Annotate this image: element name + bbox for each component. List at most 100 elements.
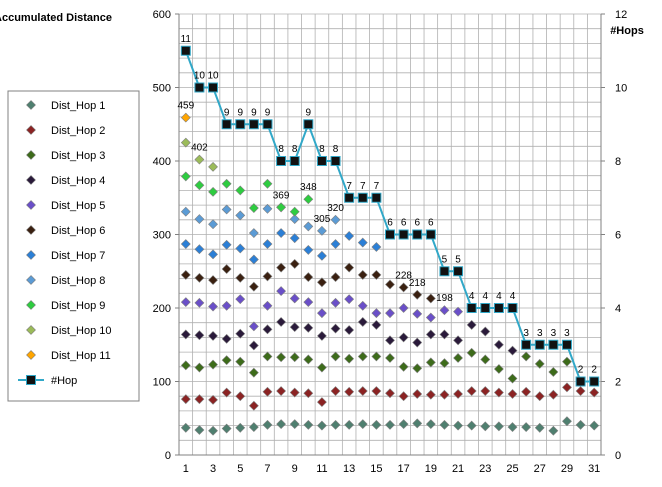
data-point-dist-hop-4 — [276, 317, 287, 327]
data-point-dist-hop-3 — [385, 353, 395, 363]
data-label: 3 — [537, 328, 543, 339]
data-point-dist-hop-6 — [398, 282, 409, 293]
data-point-dist-hop-5 — [453, 306, 463, 317]
data-label: 9 — [224, 107, 230, 118]
data-point-dist-hop-9 — [180, 171, 191, 182]
data-point-dist-hop-5 — [357, 300, 368, 311]
hop-marker — [248, 119, 259, 130]
hop-marker — [194, 82, 205, 93]
data-label: 3 — [523, 328, 529, 339]
x-tick-label: 9 — [292, 463, 298, 475]
x-axis-ticks: 1 3 5 7 9 11 13 15 17 19 21 23 25 27 29 31 — [183, 463, 601, 475]
x-tick-label: 27 — [534, 463, 546, 475]
data-point-dist-hop-4 — [493, 339, 504, 350]
data-label: 7 — [346, 181, 352, 192]
data-point-dist-hop-4 — [317, 331, 327, 341]
data-point-dist-hop-8 — [180, 206, 191, 217]
data-point-dist-hop-8 — [289, 214, 300, 224]
data-point-dist-hop-4 — [344, 325, 355, 335]
x-tick-label: 31 — [588, 463, 600, 475]
data-point-dist-hop-7 — [221, 239, 232, 250]
data-point-dist-hop-3 — [208, 359, 218, 370]
data-label: 4 — [469, 291, 475, 302]
data-point-dist-hop-2 — [398, 391, 409, 402]
y2-tick-label: 2 — [615, 377, 621, 389]
y2-tick-label: 6 — [615, 230, 621, 242]
data-label: 10 — [194, 71, 206, 82]
data-point-dist-hop-5 — [221, 300, 232, 311]
data-point-dist-hop-8 — [235, 210, 246, 221]
data-point-dist-hop-3 — [344, 353, 355, 364]
data-point-dist-hop-2 — [589, 387, 600, 398]
plot-grid — [178, 13, 602, 456]
data-point-dist-hop-6 — [262, 271, 273, 282]
data-point-dist-hop-3 — [439, 358, 450, 369]
data-point-dist-hop-1 — [262, 419, 273, 430]
x-tick-label: 23 — [479, 463, 491, 475]
legend-marker — [26, 325, 36, 335]
data-point-dist-hop-2 — [289, 387, 300, 398]
data-point-dist-hop-1 — [493, 421, 504, 432]
y2-tick-label: 10 — [615, 83, 627, 95]
data-point-dist-hop-7 — [289, 233, 300, 244]
data-point-dist-hop-7 — [330, 239, 341, 249]
data-point-dist-hop-2 — [371, 386, 382, 396]
hop-marker — [412, 229, 423, 240]
data-point-dist-hop-10 — [180, 137, 191, 148]
y-tick-label: 0 — [165, 450, 171, 462]
y-tick-label: 500 — [153, 83, 171, 95]
data-point-dist-hop-5 — [289, 293, 300, 304]
data-point-dist-hop-3 — [425, 357, 436, 368]
data-point-dist-hop-2 — [208, 394, 218, 405]
data-point-dist-hop-2 — [548, 389, 559, 400]
y-tick-label: 400 — [153, 156, 171, 168]
hop-marker — [208, 82, 219, 93]
x-tick-label: 3 — [210, 463, 216, 475]
data-point-dist-hop-3 — [412, 363, 423, 374]
data-point-dist-hop-1 — [425, 419, 436, 430]
hop-marker — [344, 192, 355, 203]
y2-tick-label: 12 — [615, 9, 627, 21]
x-tick-label: 17 — [397, 463, 409, 475]
data-label: 9 — [251, 107, 257, 118]
data-label: 7 — [360, 181, 366, 192]
data-point-dist-hop-3 — [235, 356, 246, 367]
data-label: 6 — [401, 218, 407, 229]
data-label: 11 — [181, 34, 192, 45]
data-label: 6 — [387, 218, 393, 229]
legend-marker — [26, 250, 36, 260]
x-tick-label: 5 — [237, 463, 243, 475]
data-point-dist-hop-2 — [453, 389, 463, 399]
data-point-dist-hop-4 — [425, 329, 436, 340]
data-point-dist-hop-4 — [180, 329, 191, 340]
data-point-dist-hop-2 — [439, 389, 450, 400]
data-point-dist-hop-7 — [371, 242, 382, 252]
hop-marker — [575, 376, 586, 387]
data-point-dist-hop-1 — [330, 419, 341, 430]
x-tick-label: 11 — [316, 463, 327, 475]
hop-marker — [561, 339, 572, 350]
data-point-dist-hop-7 — [317, 250, 327, 261]
data-point-dist-hop-3 — [276, 352, 287, 363]
data-point-dist-hop-4 — [412, 337, 423, 348]
data-point-dist-hop-2 — [562, 382, 572, 393]
hop-marker — [453, 266, 464, 277]
data-point-dist-hop-8 — [262, 203, 273, 214]
data-point-dist-hop-1 — [398, 419, 409, 430]
data-point-dist-hop-2 — [303, 388, 314, 399]
data-point-dist-hop-2 — [344, 386, 355, 397]
data-point-dist-hop-6 — [330, 272, 341, 283]
legend-label: Dist_Hop 8 — [51, 275, 105, 287]
data-point-dist-hop-1 — [248, 422, 259, 432]
legend-label: Dist_Hop 11 — [51, 350, 111, 362]
data-point-dist-hop-8 — [317, 225, 327, 236]
data-point-dist-hop-4 — [439, 329, 450, 340]
data-label: 2 — [591, 365, 597, 376]
data-point-dist-hop-2 — [493, 387, 504, 398]
data-point-dist-hop-1 — [221, 423, 232, 434]
data-point-dist-hop-2 — [317, 397, 327, 408]
data-point-dist-hop-3 — [507, 373, 518, 384]
data-point-dist-hop-7 — [235, 243, 246, 254]
data-point-dist-hop-5 — [303, 297, 314, 308]
